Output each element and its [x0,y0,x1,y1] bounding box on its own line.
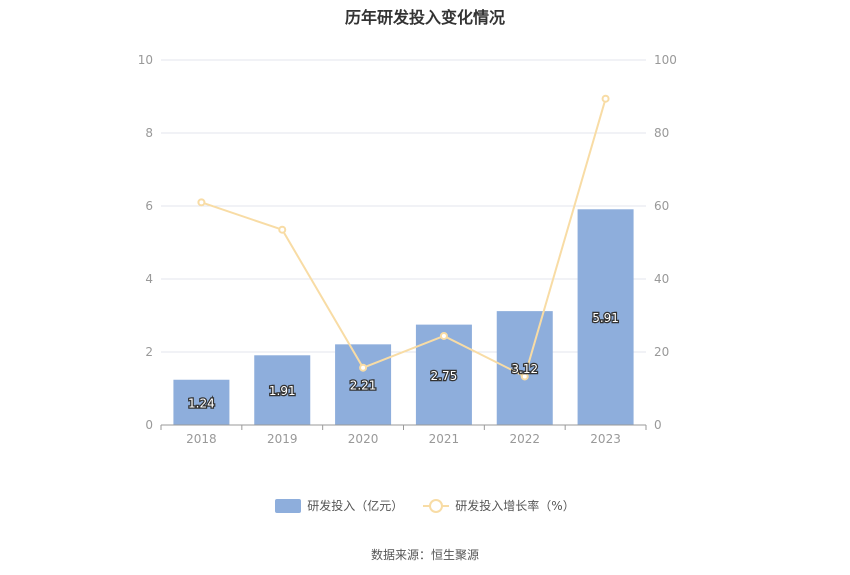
line-point[interactable] [359,363,368,372]
bar-value-label: 2.75 [431,369,458,383]
line-point[interactable] [278,225,287,234]
y-axis-left: 0 2 4 6 8 10 [138,53,153,432]
legend-line-swatch [423,498,450,513]
y-right-tick-label: 80 [654,126,669,140]
y-right-tick-label: 60 [654,199,669,213]
y-left-tick-label: 10 [138,53,153,67]
bar[interactable] [577,209,634,425]
data-labels: 1.24 1.91 2.21 2.75 3.12 5.91 [187,310,620,412]
y-right-tick-label: 100 [654,53,677,67]
line-point[interactable] [197,198,206,207]
line-point[interactable] [520,372,529,381]
bar-value-label: 3.12 [511,362,538,376]
x-axis: 2018 2019 2020 2021 2022 2023 [160,424,647,446]
y-left-tick-label: 6 [145,199,153,213]
x-tick-label: 2022 [509,432,540,446]
x-tick-label: 2019 [267,432,298,446]
x-tick-label: 2021 [429,432,460,446]
y-left-tick-label: 0 [145,418,153,432]
combo-chart: 0 2 4 6 8 10 0 20 40 60 80 100 2018 2019 2020 2021 202… [138,53,677,446]
legend-item-bar[interactable]: 研发投入（亿元） [275,497,403,514]
line-point[interactable] [601,94,610,103]
legend-line-label: 研发投入增长率（%） [455,499,575,513]
grid-lines [161,59,646,353]
data-source: 数据来源：恒生聚源 [370,548,479,562]
legend-item-line[interactable]: 研发投入增长率（%） [423,497,575,514]
bar-value-label: 2.21 [350,379,377,393]
bar[interactable] [254,355,311,425]
bar[interactable] [415,324,472,425]
x-tick-label: 2020 [348,432,379,446]
line-series [197,94,610,381]
legend: 研发投入（亿元） 研发投入增长率（%） [0,497,850,514]
y-left-tick-label: 8 [145,126,153,140]
x-tick-label: 2023 [590,432,621,446]
bar-series [173,209,634,425]
chart-title: 历年研发投入变化情况 [344,8,505,27]
y-right-tick-label: 40 [654,272,669,286]
y-axis-right: 0 20 40 60 80 100 [654,53,677,432]
line-point[interactable] [439,331,448,340]
bar-value-label: 1.91 [269,384,296,398]
bar[interactable] [173,379,230,425]
bar[interactable] [335,344,392,425]
growth-rate-line [201,98,607,378]
y-left-tick-label: 2 [145,345,153,359]
bar-value-label: 5.91 [592,311,619,325]
bar-value-label: 1.24 [188,396,215,410]
y-right-tick-label: 0 [654,418,662,432]
y-left-tick-label: 4 [145,272,153,286]
legend-bar-swatch [275,498,302,513]
legend-bar-label: 研发投入（亿元） [307,499,404,513]
y-right-tick-label: 20 [654,345,669,359]
x-tick-label: 2018 [186,432,217,446]
